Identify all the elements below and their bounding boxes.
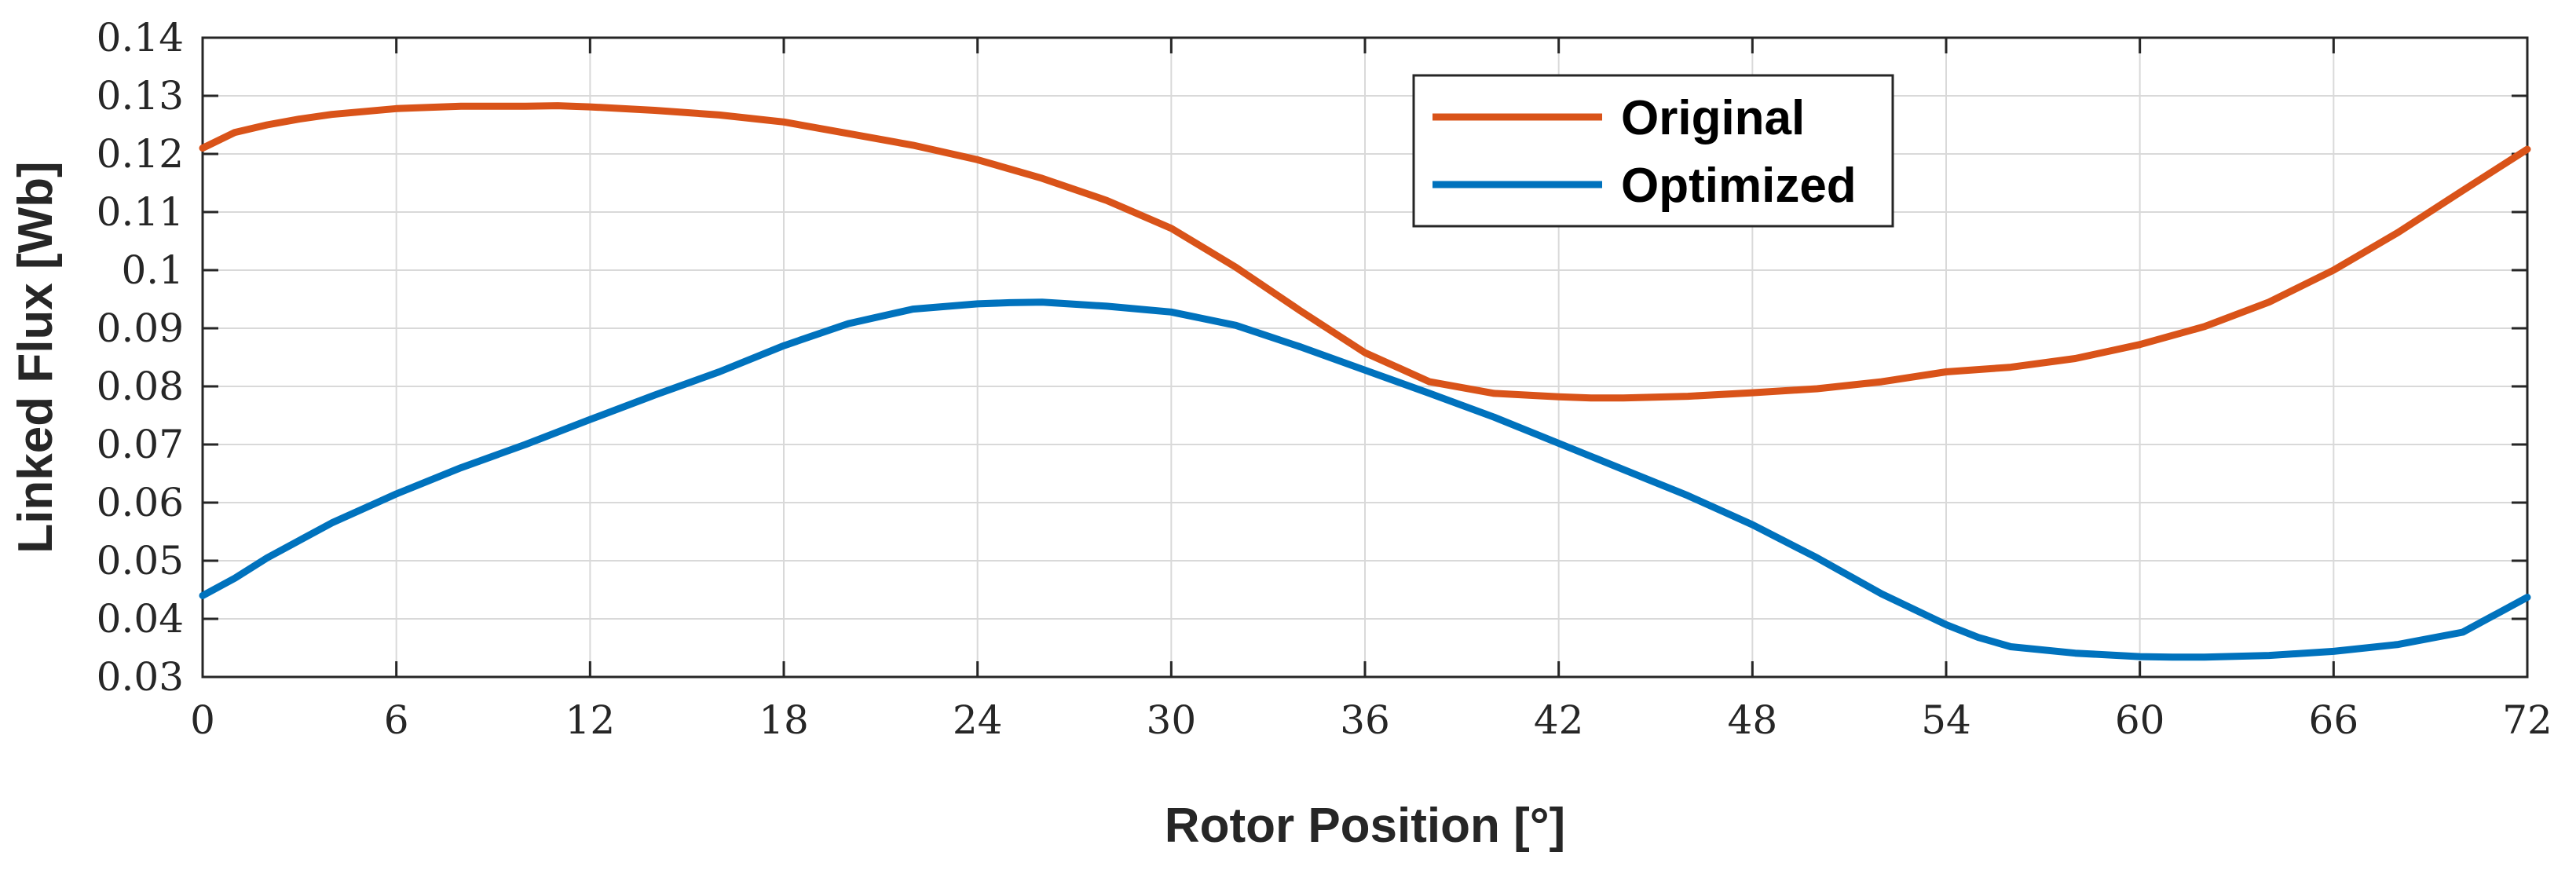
x-tick-label: 48 xyxy=(1728,697,1778,743)
x-axis-title: Rotor Position [°] xyxy=(1165,799,1565,853)
legend-box xyxy=(1412,74,1894,228)
x-tick-label: 60 xyxy=(2115,697,2165,743)
y-tick-label: 0.03 xyxy=(97,654,184,700)
x-tick-label: 72 xyxy=(2502,697,2552,743)
y-tick-label: 0.08 xyxy=(97,364,184,409)
series-line-optimized xyxy=(199,298,2531,661)
x-tick-label: 0 xyxy=(190,697,215,743)
x-tick-label: 30 xyxy=(1147,697,1197,743)
x-tick-label: 36 xyxy=(1340,697,1390,743)
y-tick-label: 0.12 xyxy=(97,131,184,177)
x-tick-label: 18 xyxy=(759,697,809,743)
legend-label: Original xyxy=(1621,91,1805,145)
legend-label: Optimized xyxy=(1621,159,1857,213)
y-tick-label: 0.13 xyxy=(97,73,184,119)
series-layer xyxy=(199,102,2531,661)
series-line-original xyxy=(199,102,2531,402)
y-tick-label: 0.05 xyxy=(97,538,184,584)
x-tick-label: 66 xyxy=(2309,697,2359,743)
x-tick-label: 24 xyxy=(953,697,1003,743)
y-axis-title: Linked Flux [Wb] xyxy=(9,161,63,553)
grid-layer xyxy=(203,38,2527,677)
x-tick-label: 42 xyxy=(1534,697,1584,743)
y-tick-label: 0.04 xyxy=(97,596,184,642)
x-tick-label: 54 xyxy=(1921,697,1971,743)
plot-box xyxy=(201,36,2529,679)
y-tick-label: 0.06 xyxy=(97,480,184,525)
y-tick-label: 0.07 xyxy=(97,422,184,467)
y-tick-label: 0.11 xyxy=(97,189,184,235)
y-tick-label: 0.09 xyxy=(97,305,184,351)
x-tick-label: 6 xyxy=(384,697,409,743)
x-tick-label: 12 xyxy=(565,697,616,743)
axes-layer: 0 6 12 18 24 30 36 42 48 54 60 66 72 0.03 0.04 0.05 0.06… xyxy=(97,15,2552,743)
y-tick-label: 0.14 xyxy=(97,15,184,60)
y-tick-label: 0.1 xyxy=(121,247,184,293)
legend: Original Optimized xyxy=(1412,74,1894,228)
